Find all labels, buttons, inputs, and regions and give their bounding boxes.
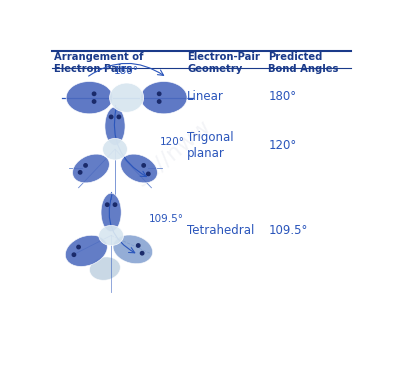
Ellipse shape (113, 235, 152, 264)
Circle shape (92, 100, 96, 103)
Circle shape (106, 203, 109, 206)
Text: Arrangement of
Electron Pairs: Arrangement of Electron Pairs (54, 52, 143, 74)
Ellipse shape (110, 83, 144, 112)
Ellipse shape (103, 138, 127, 160)
Ellipse shape (65, 235, 107, 266)
Circle shape (92, 92, 96, 95)
Ellipse shape (99, 226, 123, 246)
Ellipse shape (66, 82, 113, 114)
Ellipse shape (73, 154, 109, 183)
Circle shape (136, 244, 140, 247)
Text: Predicted
Bond Angles: Predicted Bond Angles (268, 52, 339, 74)
Text: 109.5°: 109.5° (148, 214, 183, 224)
Circle shape (140, 252, 144, 255)
Circle shape (158, 92, 161, 95)
Circle shape (117, 115, 121, 119)
Text: Electron-Pair
Geometry: Electron-Pair Geometry (187, 52, 260, 74)
Circle shape (77, 245, 80, 249)
Ellipse shape (121, 154, 158, 183)
Circle shape (72, 253, 75, 256)
Circle shape (79, 171, 82, 174)
Text: 180°: 180° (268, 90, 297, 103)
Text: 109.5°: 109.5° (268, 224, 308, 237)
Circle shape (84, 164, 87, 167)
Ellipse shape (101, 193, 121, 232)
Ellipse shape (105, 107, 125, 145)
Circle shape (113, 203, 117, 206)
Circle shape (142, 164, 145, 167)
Circle shape (147, 172, 150, 175)
Text: 180°: 180° (114, 66, 139, 76)
Text: Trigonal
planar: Trigonal planar (187, 131, 234, 160)
Text: Tetrahedral: Tetrahedral (187, 224, 254, 237)
Text: 120°: 120° (160, 137, 185, 147)
Text: Linear: Linear (187, 90, 224, 103)
Text: 120°: 120° (268, 139, 297, 152)
Circle shape (109, 115, 113, 119)
Ellipse shape (90, 257, 120, 280)
Text: s.://nww: s.://nww (132, 116, 215, 190)
Circle shape (158, 100, 161, 103)
Ellipse shape (141, 82, 187, 114)
